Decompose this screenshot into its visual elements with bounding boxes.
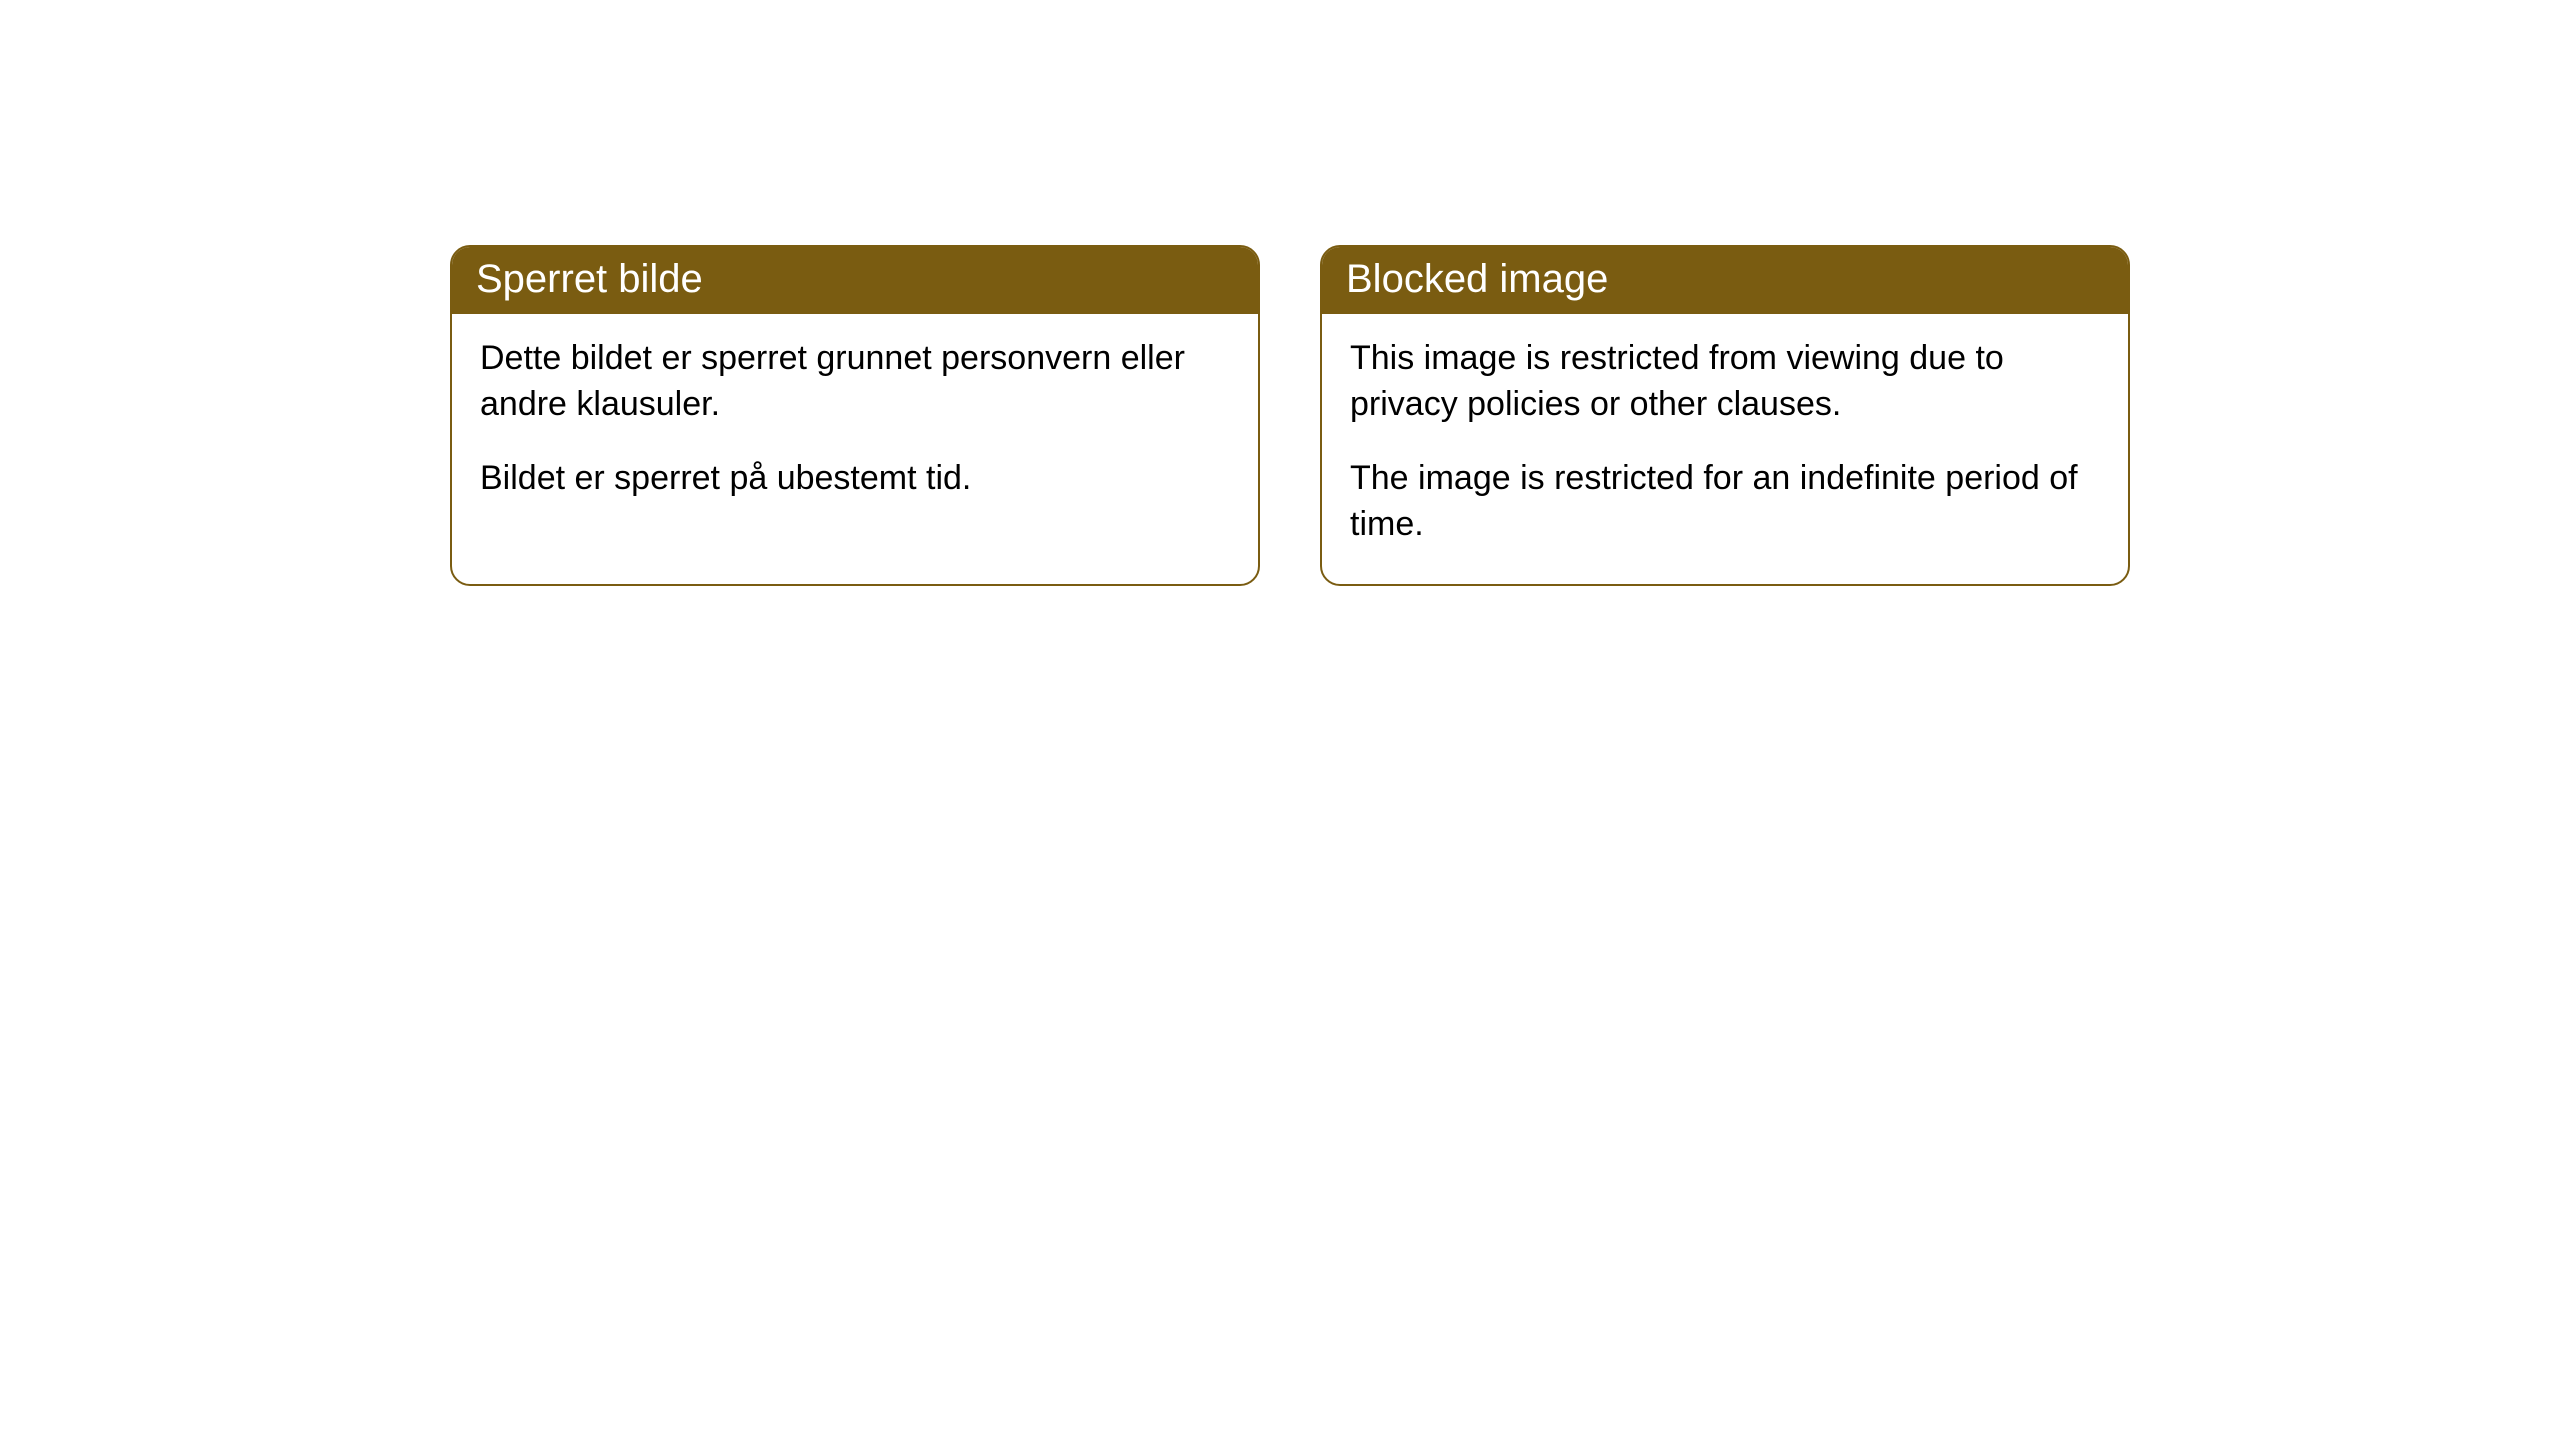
card-paragraph1-norwegian: Dette bildet er sperret grunnet personve… xyxy=(480,336,1230,428)
card-paragraph2-norwegian: Bildet er sperret på ubestemt tid. xyxy=(480,456,1230,502)
card-paragraph2-english: The image is restricted for an indefinit… xyxy=(1350,456,2100,548)
notice-card-english: Blocked image This image is restricted f… xyxy=(1320,245,2130,586)
card-body-norwegian: Dette bildet er sperret grunnet personve… xyxy=(452,314,1258,538)
card-body-english: This image is restricted from viewing du… xyxy=(1322,314,2128,584)
card-header-english: Blocked image xyxy=(1322,247,2128,314)
notice-cards-container: Sperret bilde Dette bildet er sperret gr… xyxy=(450,245,2130,586)
card-header-norwegian: Sperret bilde xyxy=(452,247,1258,314)
card-paragraph1-english: This image is restricted from viewing du… xyxy=(1350,336,2100,428)
notice-card-norwegian: Sperret bilde Dette bildet er sperret gr… xyxy=(450,245,1260,586)
